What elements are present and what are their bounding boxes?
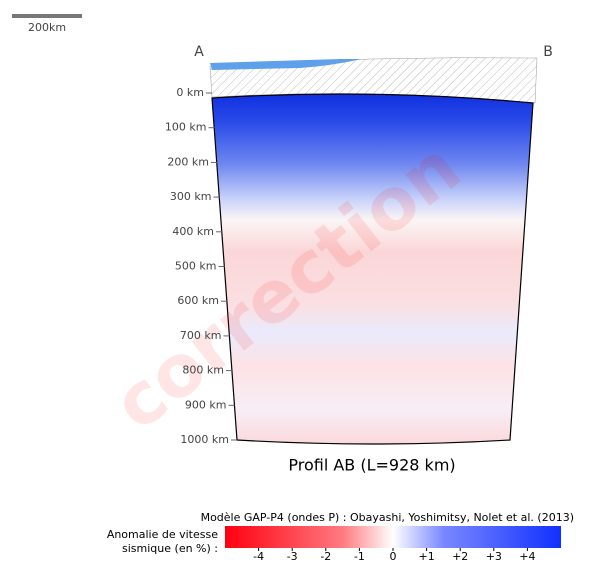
y-tick-label: 100 km [165,121,207,134]
y-tick-label: 900 km [185,398,227,411]
y-tick-label: 500 km [175,260,217,273]
colorbar-label: Anomalie de vitesse [107,528,218,541]
colorbar [225,526,561,548]
colorbar-tick-label: +3 [486,550,502,563]
colorbar-tick-label: +2 [452,550,468,563]
colorbar-tick-label: -3 [287,550,298,563]
y-tick-label: 700 km [180,329,222,342]
chart-title: Profil AB (L=928 km) [288,456,455,475]
y-tick-label: 600 km [177,294,219,307]
colorbar-tick-label: 0 [390,550,397,563]
y-tick-label: 0 km [176,86,204,99]
point-b: B [543,44,553,60]
colorbar-tick-label: -2 [320,550,331,563]
colorbar-tick-label: -1 [354,550,365,563]
point-a: A [194,44,204,60]
y-tick-label: 800 km [182,364,224,377]
colorbar-tick-label: +4 [519,550,535,563]
tomography [211,93,534,445]
y-tick-label: 200 km [167,155,209,168]
model-credit: Modèle GAP-P4 (ondes P) : Obayashi, Yosh… [201,511,574,524]
y-tick-label: 1000 km [180,433,229,446]
colorbar-tick-label: -4 [253,550,264,563]
colorbar-label: sismique (en %) : [122,542,218,555]
y-tick-label: 400 km [172,225,214,238]
colorbar-tick-label: +1 [418,550,434,563]
y-tick-label: 300 km [170,190,212,203]
scale-label: 200km [28,21,66,34]
sea [210,59,362,70]
